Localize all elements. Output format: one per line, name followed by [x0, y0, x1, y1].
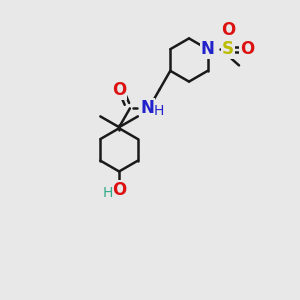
Text: H: H	[103, 187, 113, 200]
Text: O: O	[112, 81, 126, 99]
Text: H: H	[153, 104, 164, 118]
Text: O: O	[221, 21, 236, 39]
Text: O: O	[112, 182, 126, 200]
Text: O: O	[240, 40, 254, 58]
Text: S: S	[222, 40, 234, 58]
Text: N: N	[140, 99, 154, 117]
Text: N: N	[201, 40, 214, 58]
